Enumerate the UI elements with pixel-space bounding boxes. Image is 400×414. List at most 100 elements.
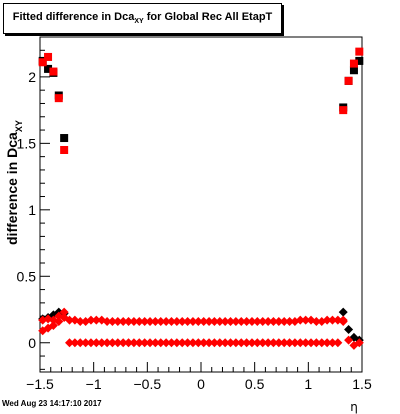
y-tick-label: 1 bbox=[28, 202, 36, 218]
diamond-marker bbox=[193, 338, 203, 348]
diamond-marker bbox=[242, 338, 252, 348]
diamond-marker bbox=[344, 335, 354, 345]
square-marker bbox=[44, 52, 53, 61]
diamond-marker bbox=[263, 338, 273, 348]
diamond-marker bbox=[102, 338, 112, 348]
x-tick-label: −0.5 bbox=[134, 376, 162, 392]
square-marker bbox=[38, 58, 47, 67]
x-tick-label: 1.5 bbox=[352, 376, 372, 392]
diamond-marker bbox=[215, 338, 225, 348]
square-marker bbox=[44, 64, 53, 73]
square-marker bbox=[349, 59, 358, 68]
x-tick-label: −1 bbox=[86, 376, 102, 392]
diamond-marker bbox=[54, 316, 64, 326]
diamond-marker bbox=[124, 316, 134, 326]
square-marker bbox=[355, 47, 364, 56]
diamond-marker bbox=[268, 338, 278, 348]
diamond-marker bbox=[59, 312, 69, 322]
timestamp: Wed Aug 23 14:17:10 2017 bbox=[2, 399, 102, 408]
diamond-marker bbox=[301, 315, 311, 325]
y-tick-label: 0 bbox=[28, 335, 36, 351]
diamond-marker bbox=[124, 338, 134, 348]
diamond-marker bbox=[75, 338, 85, 348]
diamond-marker bbox=[311, 316, 321, 326]
diamond-marker bbox=[134, 338, 144, 348]
chart-title-subscript: XY bbox=[134, 18, 144, 26]
y-tick-label: 2 bbox=[28, 69, 36, 85]
diamond-marker bbox=[107, 316, 117, 326]
diamond-marker bbox=[199, 338, 209, 348]
diamond-marker bbox=[91, 315, 101, 325]
diamond-marker bbox=[193, 316, 203, 326]
diamond-marker bbox=[231, 316, 241, 326]
diamond-marker bbox=[129, 316, 139, 326]
diamond-marker bbox=[290, 338, 300, 348]
square-marker bbox=[339, 106, 348, 115]
diamond-marker bbox=[188, 316, 198, 326]
diamond-marker bbox=[242, 316, 252, 326]
diamond-marker bbox=[118, 338, 128, 348]
diamond-marker bbox=[48, 320, 58, 330]
diamond-marker bbox=[166, 338, 176, 348]
diamond-marker bbox=[113, 316, 123, 326]
diamond-marker bbox=[301, 338, 311, 348]
diamond-marker bbox=[140, 316, 150, 326]
diamond-marker bbox=[354, 338, 364, 348]
diamond-marker bbox=[220, 316, 230, 326]
diamond-marker bbox=[188, 338, 198, 348]
diamond-marker bbox=[150, 338, 160, 348]
diamond-marker bbox=[322, 315, 332, 325]
diamond-marker bbox=[322, 338, 332, 348]
diamond-marker bbox=[274, 338, 284, 348]
diamond-marker bbox=[247, 338, 257, 348]
diamond-marker bbox=[161, 338, 171, 348]
diamond-marker bbox=[295, 338, 305, 348]
diamond-marker bbox=[59, 307, 69, 317]
square-marker bbox=[344, 76, 353, 85]
diamond-marker bbox=[327, 338, 337, 348]
diamond-marker bbox=[172, 316, 182, 326]
diamond-marker bbox=[285, 316, 295, 326]
diamond-marker bbox=[177, 316, 187, 326]
diamond-marker bbox=[311, 338, 321, 348]
diamond-marker bbox=[306, 338, 316, 348]
diamond-marker bbox=[338, 307, 348, 317]
x-tick-label: 1 bbox=[304, 376, 312, 392]
title-box: Fitted difference in DcaXY for Global Re… bbox=[3, 3, 282, 34]
diamond-marker bbox=[183, 316, 193, 326]
diamond-marker bbox=[333, 338, 343, 348]
diamond-marker bbox=[75, 316, 85, 326]
diamond-marker bbox=[91, 338, 101, 348]
diamond-marker bbox=[236, 338, 246, 348]
y-tick-label: 1.5 bbox=[17, 135, 37, 151]
square-marker bbox=[60, 134, 69, 143]
diamond-marker bbox=[166, 316, 176, 326]
diamond-marker bbox=[199, 316, 209, 326]
diamond-marker bbox=[231, 338, 241, 348]
diamond-marker bbox=[172, 338, 182, 348]
square-marker bbox=[349, 66, 358, 75]
x-axis-ticks: −1.5 −1 −0.5 0 0.5 1 1.5 bbox=[26, 362, 372, 392]
diamond-marker bbox=[161, 316, 171, 326]
diamond-marker bbox=[226, 338, 236, 348]
square-marker bbox=[60, 145, 69, 154]
diamond-marker bbox=[295, 315, 305, 325]
diamond-marker bbox=[268, 316, 278, 326]
x-tick-label: 0.5 bbox=[245, 376, 265, 392]
diamond-marker bbox=[156, 316, 166, 326]
diamond-marker bbox=[247, 316, 257, 326]
diamond-marker bbox=[70, 338, 80, 348]
diamond-marker bbox=[204, 316, 214, 326]
diamond-marker bbox=[129, 338, 139, 348]
diamond-marker bbox=[285, 338, 295, 348]
diamond-marker bbox=[226, 316, 236, 326]
diamond-marker bbox=[258, 316, 268, 326]
chart-title-main: Fitted difference in Dca bbox=[12, 11, 135, 23]
diamond-marker bbox=[344, 324, 354, 334]
y-axis-label: difference in DcaXY bbox=[4, 120, 24, 245]
diamond-marker bbox=[252, 338, 262, 348]
diamond-marker bbox=[220, 338, 230, 348]
x-tick-label: −1.5 bbox=[26, 376, 54, 392]
y-tick-label: 0.5 bbox=[17, 268, 37, 284]
square-marker bbox=[355, 56, 364, 65]
